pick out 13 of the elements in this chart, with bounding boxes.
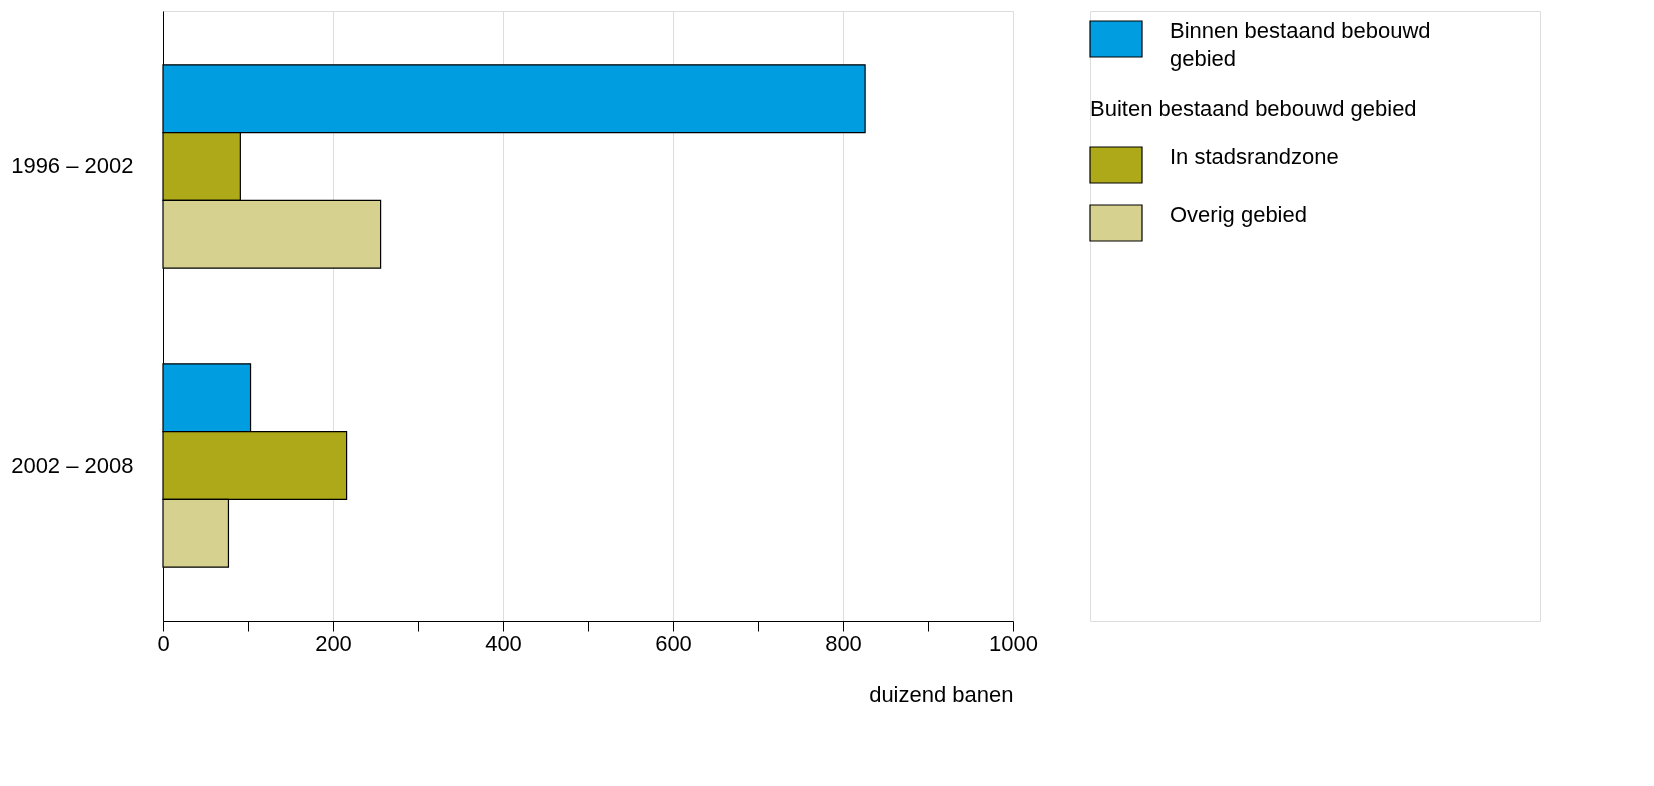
x-axis-title: duizend banen <box>869 681 1014 707</box>
x-tick-label: 200 <box>315 630 352 656</box>
legend-label: In stadsrandzone <box>1170 144 1339 169</box>
y-tick-label: 2002 – 2008 <box>11 452 134 478</box>
text: Buiten bestaand bebouwd gebied <box>1090 96 1417 121</box>
legend-label: Overig gebied <box>1170 202 1307 227</box>
x-tick-label: 0 <box>157 630 170 656</box>
y-tick-label: 1996 – 2002 <box>11 153 134 179</box>
x-tick-label: 400 <box>485 630 522 656</box>
x-tick-label: 600 <box>655 630 692 656</box>
legend-label: Binnen bestaand bebouwd gebied <box>1170 18 1431 71</box>
x-tick-label: 1000 <box>989 630 1038 656</box>
x-tick-label: 800 <box>825 630 862 656</box>
